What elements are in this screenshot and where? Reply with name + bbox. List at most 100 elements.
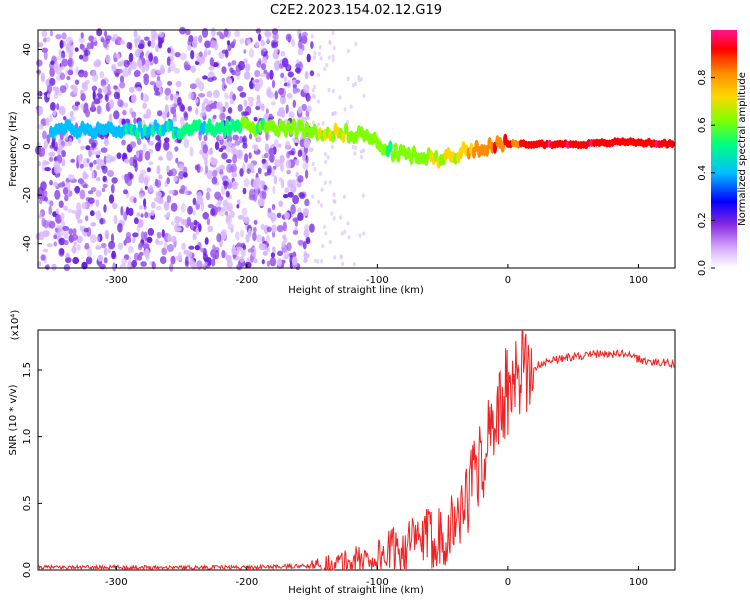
heatmap-cell — [167, 244, 174, 252]
heatmap-cell — [108, 240, 116, 250]
heatmap-cell — [74, 101, 81, 106]
heatmap-cell — [40, 147, 46, 157]
heatmap-cell — [285, 104, 289, 114]
heatmap-cell — [97, 87, 103, 94]
heatmap-cell — [104, 229, 110, 239]
heatmap-cell — [183, 249, 189, 255]
heatmap-cell — [333, 255, 337, 260]
heatmap-cell — [222, 180, 229, 187]
heatmap-cell — [178, 251, 182, 260]
heatmap-cell — [342, 194, 346, 199]
heatmap-cell — [91, 101, 95, 111]
heatmap-cell — [156, 76, 161, 81]
heatmap-cell — [202, 151, 209, 161]
heatmap-cell — [183, 172, 188, 178]
colorbar-tick-label: 0.2 — [697, 212, 708, 228]
heatmap-cell — [238, 60, 245, 71]
heatmap-cell — [111, 65, 117, 72]
heatmap-cell — [167, 80, 173, 86]
heatmap-cell — [265, 108, 269, 114]
heatmap-cell — [205, 191, 211, 201]
heatmap-cell — [154, 91, 161, 96]
heatmap-cell — [241, 137, 246, 143]
heatmap-cell — [148, 53, 154, 62]
heatmap-cell — [61, 32, 67, 40]
heatmap-cell — [297, 212, 304, 221]
heatmap-cell — [164, 87, 172, 96]
heatmap-cell — [76, 209, 82, 216]
heatmap-cell — [164, 137, 170, 143]
heatmap-cell — [79, 43, 84, 50]
heatmap-cell — [61, 158, 66, 167]
heatmap-cell — [216, 31, 223, 36]
heatmap-cell — [142, 143, 147, 153]
heatmap-ridge-cell — [168, 119, 174, 132]
heatmap-cell — [241, 242, 246, 249]
heatmap-cell — [91, 85, 98, 92]
heatmap-cell — [239, 168, 244, 177]
heatmap-cell — [216, 195, 224, 202]
heatmap-cell — [158, 174, 163, 180]
heatmap-cell — [63, 239, 69, 246]
heatmap-cell — [257, 167, 262, 175]
heatmap-cell — [198, 35, 203, 43]
heatmap-cell — [242, 142, 248, 149]
heatmap-cell — [293, 138, 300, 143]
heatmap-cell — [145, 108, 152, 119]
heatmap-cell — [295, 79, 301, 84]
colorbar-label: Normalized spectral amplitude — [737, 72, 748, 226]
heatmap-cell — [239, 256, 245, 263]
heatmap-cell — [72, 228, 77, 236]
heatmap-cell — [72, 85, 78, 95]
heatmap-cell — [256, 94, 261, 102]
heatmap-cell — [55, 208, 60, 215]
heatmap-cell — [125, 231, 132, 239]
heatmap-cell — [266, 226, 272, 233]
heatmap-cell — [103, 30, 108, 37]
heatmap-cell — [287, 71, 294, 78]
heatmap-cell — [157, 138, 162, 148]
heatmap-cell — [265, 131, 269, 141]
heatmap-cell — [72, 256, 80, 265]
heatmap-cell — [346, 76, 350, 82]
heatmap-cell — [184, 64, 192, 71]
heatmap-cell — [135, 86, 142, 92]
heatmap-cell — [90, 234, 97, 244]
heatmap-cell — [58, 237, 66, 246]
heatmap-cell — [147, 227, 154, 236]
heatmap-cell — [36, 141, 41, 147]
heatmap-cell — [170, 235, 177, 243]
heatmap-cell — [306, 94, 312, 102]
heatmap-cell — [343, 229, 347, 234]
heatmap-x-tick-label: 100 — [629, 275, 648, 286]
heatmap-y-ticks: -40 -20 0 20 40 — [22, 43, 42, 252]
heatmap-cell — [270, 101, 276, 106]
heatmap-cell — [311, 93, 315, 98]
heatmap-frame — [37, 29, 676, 269]
heatmap-cell — [269, 257, 277, 267]
colorbar-tick-label: 0.6 — [697, 117, 708, 133]
heatmap-cell — [123, 211, 128, 221]
heatmap-cell — [175, 80, 182, 88]
heatmap-cell — [95, 245, 102, 250]
heatmap-cell — [189, 83, 197, 90]
heatmap-cell — [268, 147, 275, 155]
heatmap-cell — [66, 36, 73, 45]
heatmap-cell — [138, 251, 144, 256]
heatmap-cell — [206, 169, 213, 180]
heatmap-cell — [282, 194, 289, 199]
heatmap-cell — [37, 106, 44, 116]
heatmap-cell — [138, 242, 144, 248]
heatmap-cell — [243, 177, 250, 188]
heatmap-cell — [51, 263, 57, 271]
colorbar-tick-label: 0.8 — [697, 70, 708, 86]
heatmap-cell — [85, 145, 91, 151]
heatmap-cell — [221, 77, 226, 83]
heatmap-cell — [67, 208, 74, 214]
heatmap-cell — [114, 72, 120, 78]
snr-y-multiplier: (x10⁴) — [10, 310, 21, 341]
heatmap-cell — [286, 169, 291, 175]
heatmap-cell — [55, 214, 62, 224]
